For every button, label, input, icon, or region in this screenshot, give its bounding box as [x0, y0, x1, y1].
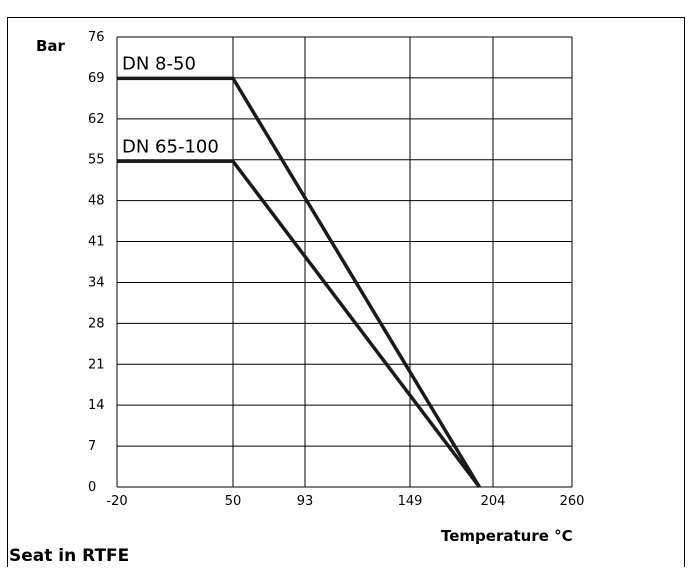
series-line [117, 159, 481, 489]
y-tick-label: 34 [88, 275, 105, 290]
x-axis-title: Temperature °C [441, 527, 573, 545]
x-tick-label: 93 [297, 494, 314, 509]
x-tick-label: -20 [106, 494, 127, 509]
x-tick-label: 260 [560, 494, 585, 509]
y-tick-label: 14 [88, 398, 105, 413]
y-tick-label: 41 [88, 235, 105, 250]
y-tick-label: 55 [88, 153, 105, 168]
y-tick-label: 76 [88, 30, 105, 45]
footer-caption: Seat in RTFE [9, 546, 129, 566]
y-tick-label: 69 [88, 71, 105, 86]
y-tick-label: 7 [88, 439, 96, 454]
y-tick-label: 62 [88, 112, 105, 127]
series-line [117, 76, 481, 488]
y-tick-label: 0 [88, 480, 96, 495]
x-tick-label: 50 [225, 494, 242, 509]
y-tick-label: 48 [88, 194, 105, 209]
series-lines [117, 76, 481, 489]
chart-frame [7, 17, 685, 567]
y-tick-label: 28 [88, 316, 105, 331]
x-tick-label: 204 [481, 494, 506, 509]
y-tick-label: 21 [88, 357, 105, 372]
series-label: DN 65-100 [122, 136, 219, 157]
series-label: DN 8-50 [122, 53, 196, 74]
y-axis-title: Bar [36, 37, 66, 55]
tick-labels: 0 7 14 21 28 34 41 48 55 62 69 76 -20 50 93 149 204 260 DN… [88, 30, 584, 509]
x-tick-label: 149 [398, 494, 423, 509]
